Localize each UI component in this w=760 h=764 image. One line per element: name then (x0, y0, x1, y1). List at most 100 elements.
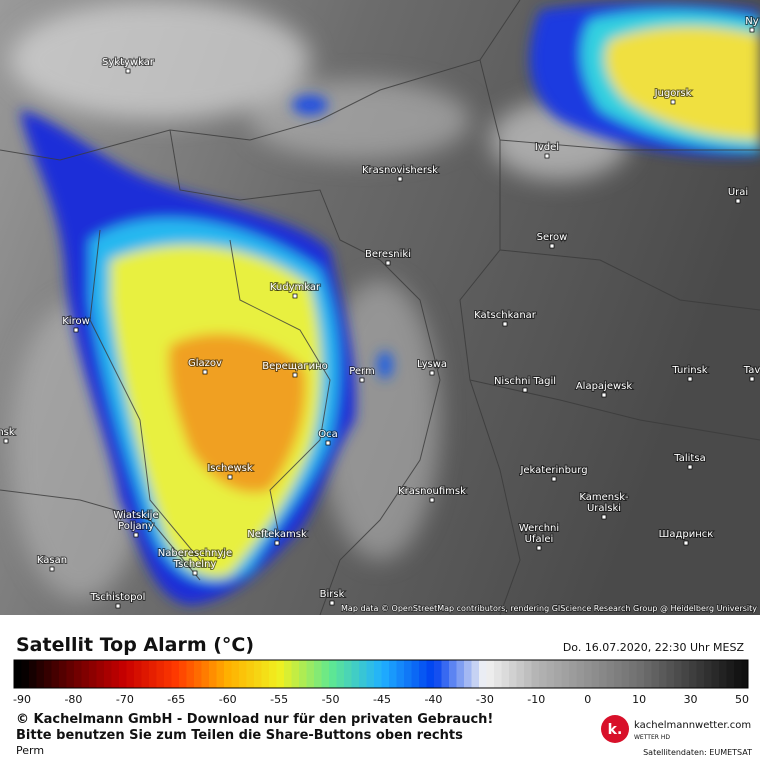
city-marker (133, 532, 139, 538)
colorbar-cell (621, 660, 630, 688)
colorbar-cell (629, 660, 637, 688)
city-marker (125, 68, 131, 74)
city-marker (549, 243, 555, 249)
colorbar-cell (314, 660, 322, 688)
colorbar-cell (351, 660, 360, 688)
city-label: Nabereschnyje (158, 548, 232, 559)
colorbar-cell (614, 660, 622, 688)
colorbar-tick-label: -55 (270, 693, 288, 706)
colorbar-cell (284, 660, 292, 688)
colorbar-cell (644, 660, 652, 688)
city-label: nsk (0, 427, 15, 438)
city-label: Turinsk (671, 365, 707, 376)
city-label: Ny (745, 16, 758, 27)
city-label: Alapajewsk (576, 381, 633, 392)
colorbar-cell (254, 660, 262, 688)
colorbar-cell (231, 660, 240, 688)
city-marker (49, 566, 55, 572)
city-marker (192, 570, 198, 576)
city-marker (670, 99, 676, 105)
colorbar-cell (524, 660, 532, 688)
city-marker (601, 392, 607, 398)
city-label: Kudymkar (270, 282, 321, 293)
colorbar-cell (726, 660, 735, 688)
city-label: Nischni Tagil (494, 376, 556, 387)
colorbar-cell (156, 660, 165, 688)
colorbar-cell (194, 660, 202, 688)
city-label: Katschkanar (474, 310, 537, 321)
city-marker (601, 514, 607, 520)
city-marker (749, 376, 755, 382)
logo (601, 715, 629, 743)
colorbar-cell (276, 660, 285, 688)
city-label: Syktywkar (102, 57, 155, 68)
city-marker (73, 327, 79, 333)
colorbar-cell (591, 660, 600, 688)
city-marker (292, 293, 298, 299)
region-borders (0, 0, 760, 615)
city-label: Beresniki (365, 249, 411, 260)
city-marker (502, 321, 508, 327)
city-marker (385, 260, 391, 266)
cold-cloud-tops (20, 2, 760, 605)
satellite-map: Map data © OpenStreetMap contributors, r… (0, 0, 760, 615)
colorbar-tick-label: 10 (632, 693, 646, 706)
city-label: Wiatskije (113, 510, 158, 521)
colorbar-cell (689, 660, 697, 688)
city-label: Верещагино (262, 361, 327, 372)
colorbar-cell (554, 660, 562, 688)
city-marker (227, 474, 233, 480)
city-marker (115, 603, 121, 609)
colorbar-cell (179, 660, 187, 688)
colorbar-cell (419, 660, 427, 688)
share-note: Bitte benutzen Sie zum Teilen die Share-… (16, 728, 463, 743)
colorbar-tick-label: -90 (13, 693, 31, 706)
logo-letter: k. (608, 722, 623, 738)
colorbar-cell (479, 660, 487, 688)
colorbar-cell (449, 660, 457, 688)
colorbar-cell (471, 660, 480, 688)
city-label: Lyswa (417, 359, 447, 370)
city-marker (522, 387, 528, 393)
city-label: Uralski (587, 503, 621, 514)
colorbar-cell (734, 660, 742, 688)
colorbar-cell (411, 660, 420, 688)
city-label: Krasnovishersk (362, 165, 438, 176)
city-label: Oca (318, 429, 338, 440)
colorbar-cell (126, 660, 135, 688)
colorbar-cell (141, 660, 150, 688)
colorbar-cell (44, 660, 52, 688)
city-marker (735, 198, 741, 204)
colorbar-cell (426, 660, 435, 688)
colorbar-cell (741, 660, 749, 688)
colorbar-cell (456, 660, 465, 688)
city-marker (329, 600, 335, 606)
colorbar-cell (239, 660, 247, 688)
city-label: Kasan (37, 555, 67, 566)
source: Satellitendaten: EUMETSAT (643, 748, 752, 757)
city-label: Jugorsk (654, 88, 692, 99)
colorbar-cell (344, 660, 352, 688)
colorbar-cell (389, 660, 397, 688)
timestamp: Do. 16.07.2020, 22:30 Uhr MESZ (563, 641, 745, 654)
colorbar-cell (396, 660, 405, 688)
colorbar-cell (111, 660, 120, 688)
colorbar-cell (321, 660, 330, 688)
city-label: Poljany (118, 521, 154, 532)
colorbar-cell (516, 660, 525, 688)
colorbar-cell (291, 660, 300, 688)
city-label: Tschelny (173, 559, 217, 570)
colorbar-cell (36, 660, 45, 688)
colorbar-cell (464, 660, 472, 688)
colorbar-cell (404, 660, 412, 688)
city-label: Ufalei (525, 534, 554, 545)
colorbar-cell (186, 660, 195, 688)
legend: Satellit Top Alarm (°C) Do. 16.07.2020, … (13, 634, 752, 757)
colorbar-cell (89, 660, 97, 688)
colorbar-cell (171, 660, 180, 688)
colorbar-cell (164, 660, 172, 688)
map-attribution: Map data © OpenStreetMap contributors, r… (341, 604, 757, 613)
colorbar-cell (636, 660, 645, 688)
colorbar-cell (674, 660, 682, 688)
colorbar-cell (546, 660, 555, 688)
